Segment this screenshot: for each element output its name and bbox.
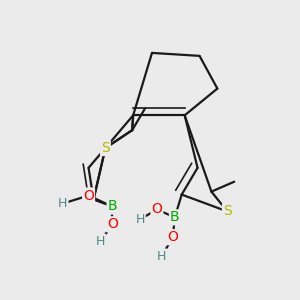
Text: H: H xyxy=(157,250,167,262)
Text: S: S xyxy=(101,141,110,155)
Text: S: S xyxy=(223,204,232,218)
Text: B: B xyxy=(107,200,117,214)
Text: O: O xyxy=(83,189,94,202)
Text: O: O xyxy=(107,217,118,231)
Text: H: H xyxy=(135,213,145,226)
Text: H: H xyxy=(58,197,68,210)
Text: O: O xyxy=(152,202,162,216)
Text: O: O xyxy=(167,230,178,244)
Text: B: B xyxy=(170,210,180,224)
Text: H: H xyxy=(96,235,105,248)
